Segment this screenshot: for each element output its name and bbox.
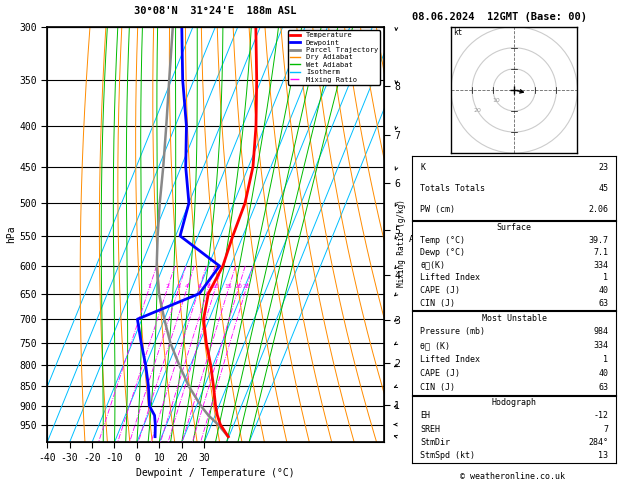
Text: CIN (J): CIN (J) <box>420 299 455 308</box>
Text: 2: 2 <box>165 284 169 289</box>
Text: 23: 23 <box>598 162 608 172</box>
Text: CAPE (J): CAPE (J) <box>420 369 460 378</box>
Text: 40: 40 <box>598 286 608 295</box>
Text: CIN (J): CIN (J) <box>420 383 455 392</box>
Text: θᴇ(K): θᴇ(K) <box>420 261 445 270</box>
Text: 10: 10 <box>492 98 500 103</box>
Text: 3: 3 <box>177 284 181 289</box>
Text: 15: 15 <box>225 284 233 289</box>
Text: StmDir: StmDir <box>420 438 450 447</box>
Text: 1: 1 <box>603 274 608 282</box>
Text: 25: 25 <box>242 284 250 289</box>
Text: Dewp (°C): Dewp (°C) <box>420 248 465 257</box>
Text: 10: 10 <box>211 284 219 289</box>
X-axis label: Dewpoint / Temperature (°C): Dewpoint / Temperature (°C) <box>136 468 295 478</box>
Text: 7.1: 7.1 <box>593 248 608 257</box>
Text: 40: 40 <box>598 369 608 378</box>
Text: 7: 7 <box>603 425 608 434</box>
Text: -12: -12 <box>593 411 608 420</box>
Text: 63: 63 <box>598 299 608 308</box>
Text: 6: 6 <box>198 284 201 289</box>
Text: PW (cm): PW (cm) <box>420 205 455 214</box>
Text: SREH: SREH <box>420 425 440 434</box>
Text: 63: 63 <box>598 383 608 392</box>
Text: 45: 45 <box>598 184 608 192</box>
Text: 20: 20 <box>474 108 482 113</box>
Text: 4: 4 <box>185 284 189 289</box>
Text: 2.06: 2.06 <box>588 205 608 214</box>
Text: StmSpd (kt): StmSpd (kt) <box>420 451 475 460</box>
Text: 1: 1 <box>603 355 608 364</box>
Text: Surface: Surface <box>497 223 532 232</box>
Text: Mixing Ratio (g/kg): Mixing Ratio (g/kg) <box>397 199 406 287</box>
Text: θᴇ (K): θᴇ (K) <box>420 341 450 350</box>
Text: 8: 8 <box>206 284 210 289</box>
Text: 334: 334 <box>593 341 608 350</box>
Text: Most Unstable: Most Unstable <box>482 313 547 323</box>
Text: 39.7: 39.7 <box>588 236 608 244</box>
Y-axis label: km
ASL: km ASL <box>409 225 425 244</box>
Text: Temp (°C): Temp (°C) <box>420 236 465 244</box>
Text: EH: EH <box>420 411 430 420</box>
Text: Lifted Index: Lifted Index <box>420 355 480 364</box>
Text: 13: 13 <box>598 451 608 460</box>
Text: 30°08'N  31°24'E  188m ASL: 30°08'N 31°24'E 188m ASL <box>134 6 297 17</box>
Text: 1: 1 <box>147 284 151 289</box>
Text: Hodograph: Hodograph <box>492 398 537 407</box>
Text: 284°: 284° <box>588 438 608 447</box>
Y-axis label: hPa: hPa <box>6 226 16 243</box>
Text: kt: kt <box>453 28 462 37</box>
Text: 08.06.2024  12GMT (Base: 00): 08.06.2024 12GMT (Base: 00) <box>412 12 587 22</box>
Legend: Temperature, Dewpoint, Parcel Trajectory, Dry Adiabat, Wet Adiabat, Isotherm, Mi: Temperature, Dewpoint, Parcel Trajectory… <box>288 30 380 85</box>
Text: © weatheronline.co.uk: © weatheronline.co.uk <box>460 472 565 481</box>
Text: Totals Totals: Totals Totals <box>420 184 485 192</box>
Text: 984: 984 <box>593 328 608 336</box>
Text: Lifted Index: Lifted Index <box>420 274 480 282</box>
Text: 334: 334 <box>593 261 608 270</box>
Text: Pressure (mb): Pressure (mb) <box>420 328 485 336</box>
Text: CAPE (J): CAPE (J) <box>420 286 460 295</box>
Text: K: K <box>420 162 425 172</box>
Text: 20: 20 <box>235 284 242 289</box>
